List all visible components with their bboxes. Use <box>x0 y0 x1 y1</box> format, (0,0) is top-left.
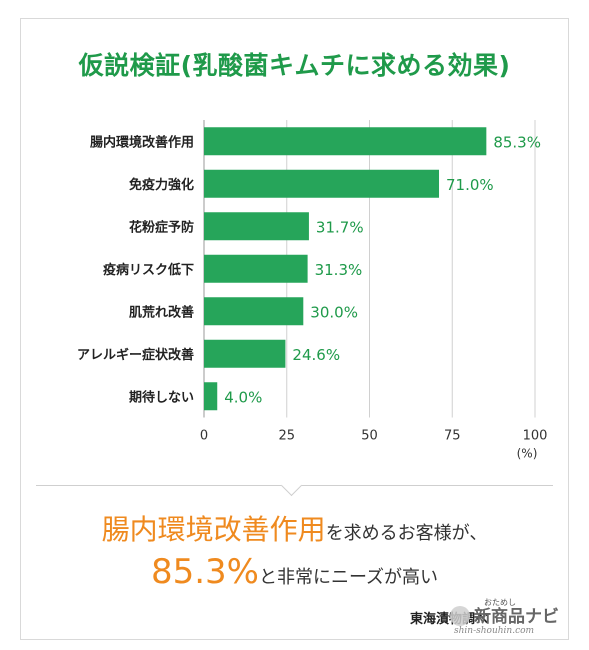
chart-title: 仮説検証(乳酸菌キムチに求める効果) <box>78 51 511 80</box>
value-label: 31.3% <box>315 261 363 279</box>
category-label: 肌荒れ改善 <box>129 304 194 320</box>
watermark-main: 新商品ナビ <box>474 606 559 627</box>
bar <box>204 169 440 198</box>
headline-text-2: と非常にニーズが高い <box>258 567 439 588</box>
value-label: 30.0% <box>310 303 358 321</box>
value-label: 85.3% <box>493 133 541 151</box>
category-label: 腸内環境改善作用 <box>90 134 194 150</box>
bar-chart: 0 25 50 75 100 (%) 腸内環境改善作用 85.3% 免疫力強化 71.0% 花粉症予… <box>77 120 548 461</box>
x-tick-label: 0 <box>200 429 208 444</box>
headline-text-1: を求めるお客様が、 <box>325 523 488 544</box>
headline-line-2: 85.3%と非常にニーズが高い <box>0 552 589 592</box>
x-tick-label: 100 <box>523 429 548 444</box>
value-label: 71.0% <box>446 176 494 194</box>
chart-frame <box>20 18 569 640</box>
watermark-url: shin-shouhin.com <box>454 626 534 636</box>
x-unit-label: (%) <box>517 447 538 461</box>
value-label: 24.6% <box>292 346 340 364</box>
bar <box>204 127 487 156</box>
bar <box>204 212 309 241</box>
category-label: アレルギー症状改善 <box>77 347 194 363</box>
bar <box>204 339 286 368</box>
category-label: 疫病リスク低下 <box>103 262 194 278</box>
headline-highlight-2: 85.3% <box>150 552 259 592</box>
bar <box>204 382 218 411</box>
category-label: 花粉症予防 <box>129 219 194 235</box>
bar <box>204 297 304 326</box>
category-label: 期待しない <box>129 389 194 405</box>
watermark-small: おためし <box>484 598 516 607</box>
watermark-logo: おためし 新商品ナビ shin-shouhin.com <box>450 598 559 636</box>
headline-line-1: 腸内環境改善作用を求めるお客様が、 <box>0 508 589 548</box>
value-label: 31.7% <box>316 218 364 236</box>
x-tick-label: 50 <box>361 429 378 444</box>
x-tick-label: 25 <box>278 429 295 444</box>
headline-highlight-1: 腸内環境改善作用 <box>101 513 326 546</box>
bar <box>204 254 308 283</box>
value-label: 4.0% <box>224 388 262 406</box>
category-label: 免疫力強化 <box>129 177 194 193</box>
x-tick-label: 75 <box>444 429 461 444</box>
